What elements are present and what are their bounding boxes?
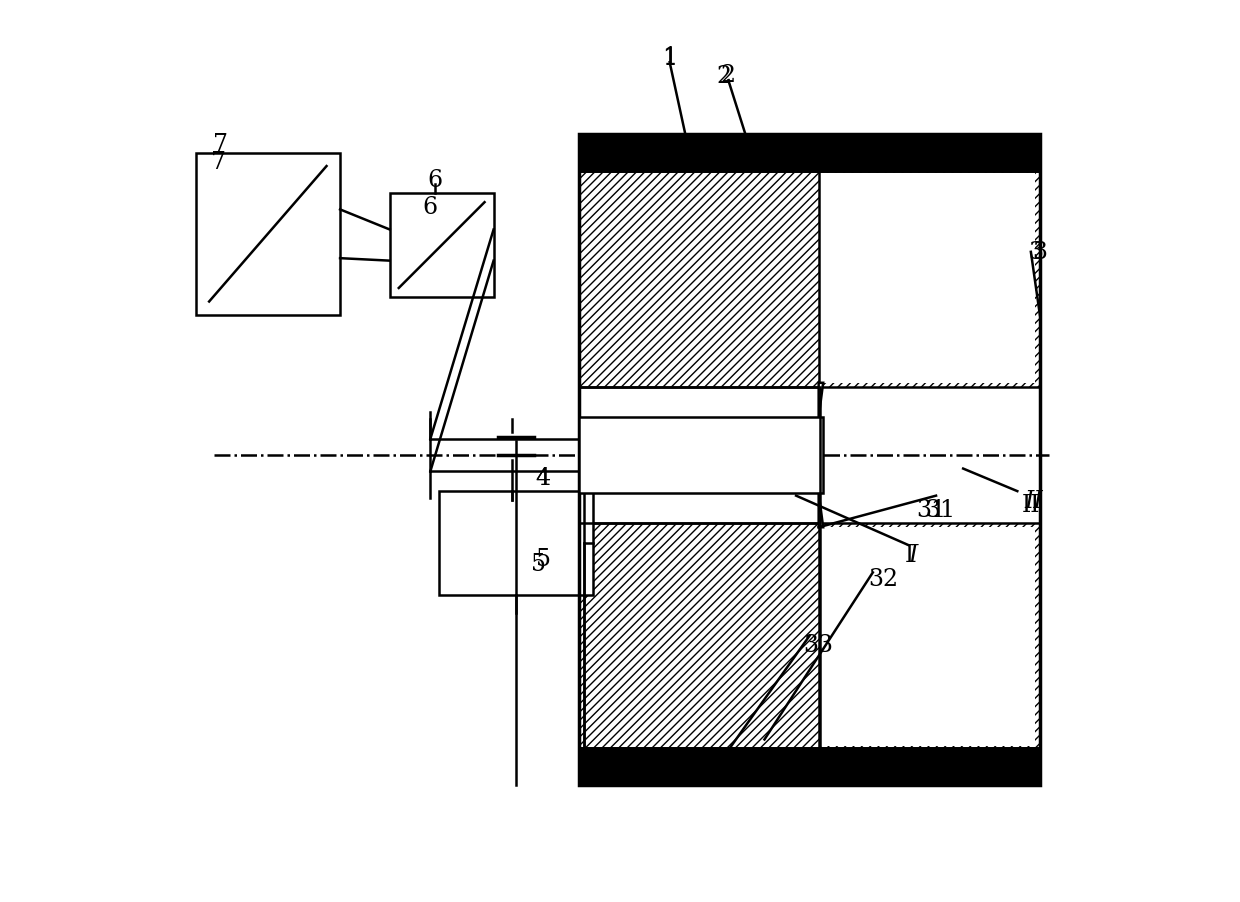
Bar (196, 153, 340, 316)
Text: 1: 1 (662, 47, 677, 70)
Text: 4: 4 (536, 466, 551, 490)
Text: II: II (1024, 489, 1043, 512)
Bar (579, 749, 1040, 785)
Text: 32: 32 (868, 567, 899, 591)
Text: 6: 6 (423, 196, 438, 219)
Text: 4: 4 (536, 466, 551, 490)
Bar (579, 418, 823, 493)
Polygon shape (818, 493, 823, 528)
Bar (579, 135, 1040, 785)
Text: 2: 2 (717, 65, 732, 88)
Text: 7: 7 (213, 133, 228, 156)
Bar (818, 174, 1035, 383)
Text: I: I (909, 543, 918, 566)
Bar (818, 528, 1035, 746)
Text: 2: 2 (720, 64, 735, 87)
Bar (579, 135, 1040, 171)
Polygon shape (818, 383, 823, 418)
Text: 31: 31 (925, 498, 956, 521)
Text: 31: 31 (916, 498, 946, 521)
Bar (439, 492, 593, 595)
Text: 1: 1 (662, 46, 677, 69)
Text: II: II (1022, 493, 1040, 517)
Text: I: I (904, 543, 914, 566)
Text: 3: 3 (1028, 241, 1043, 264)
Text: 6: 6 (428, 169, 443, 192)
Text: 5: 5 (531, 552, 547, 575)
Bar (579, 171, 1040, 388)
Text: 3: 3 (1033, 241, 1048, 264)
Bar (389, 194, 494, 298)
Text: 7: 7 (211, 151, 226, 174)
Text: 33: 33 (804, 633, 833, 657)
Bar (579, 523, 1040, 749)
Text: 5: 5 (536, 548, 551, 571)
